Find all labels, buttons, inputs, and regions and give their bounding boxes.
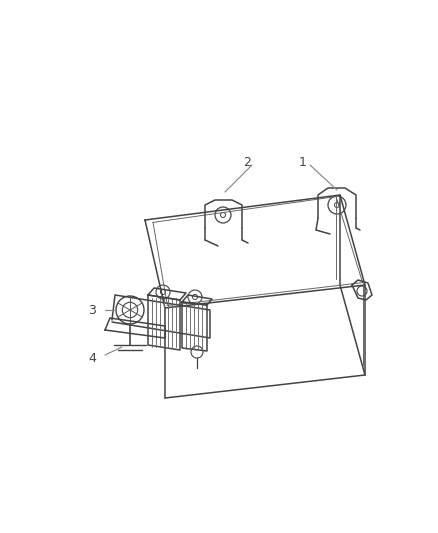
Text: 1: 1 xyxy=(299,157,307,169)
Text: 3: 3 xyxy=(88,303,96,317)
Text: 2: 2 xyxy=(243,157,251,169)
Text: 4: 4 xyxy=(88,351,96,365)
